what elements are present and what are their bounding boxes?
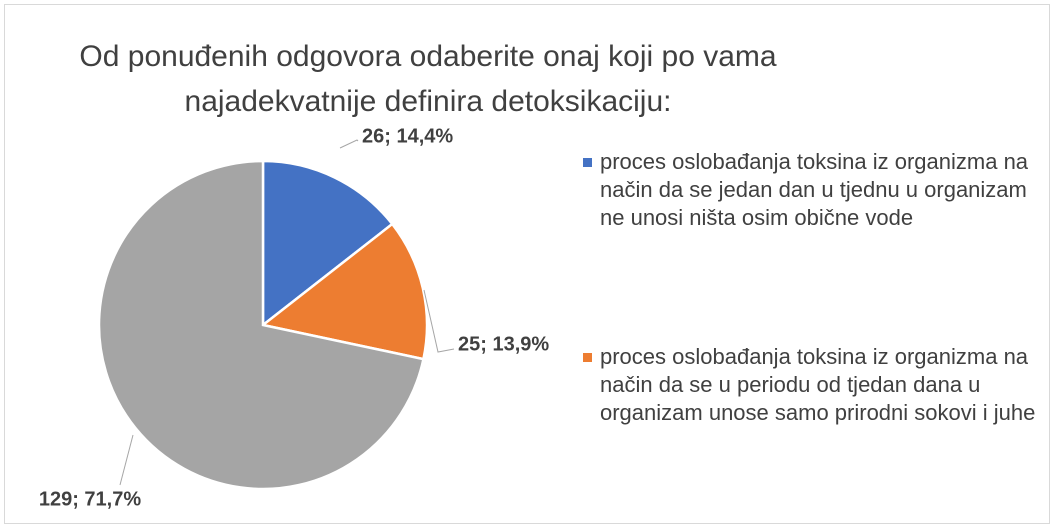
legend-entry: proces oslobađanja toksina iz organizma … [580,148,1042,232]
leader-line [119,434,134,486]
chart-title: Od ponuđenih odgovora odaberite onaj koj… [79,40,777,118]
data-label: 26; 14,4% [362,125,453,147]
leader-line [423,289,455,353]
data-label: 25; 13,9% [458,333,549,355]
legend-label: proces oslobađanja toksina iz organizma … [600,344,1036,425]
pie-slice [260,222,429,361]
data-label: 129; 71,7% [39,488,142,510]
legend-swatch [583,158,592,167]
leader-line [339,139,359,149]
chart-frame [4,4,1050,524]
pie-slice [97,159,425,491]
legend-swatch [583,353,592,362]
legend-entry: proces oslobađanja toksina iz organizma … [580,343,1042,427]
pie-slice [261,159,394,328]
legend-label: proces oslobađanja toksina iz organizma … [600,149,1029,230]
